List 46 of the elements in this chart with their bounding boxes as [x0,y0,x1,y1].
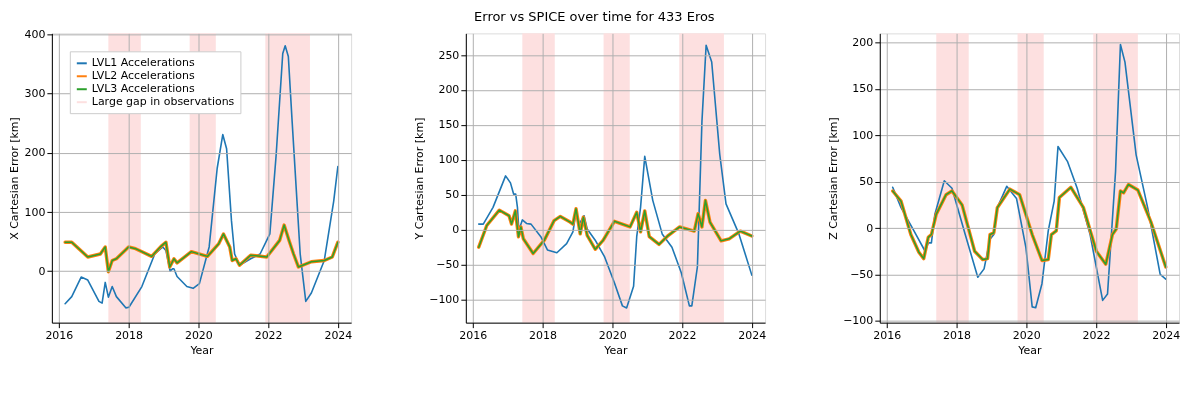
x-tick-label: 2016 [873,329,902,343]
y-tick-label: 100 [24,205,46,219]
y-tick-label: 300 [24,87,46,101]
x-tick-label: 2022 [668,329,697,343]
legend-label: LVL1 Accelerations [91,56,195,70]
x-tick-label: 2016 [459,329,488,343]
y-tick-label: 250 [438,48,460,62]
x-tick-label: 2016 [45,329,74,343]
x-tick-label: 2018 [115,329,144,343]
y-tick-label: 50 [859,175,874,189]
x-tick-label: 2024 [1152,329,1181,343]
y-tick-label: 50 [445,188,460,202]
x-tick-label: 2024 [324,329,353,343]
y-tick-label: 400 [24,28,46,42]
x-tick-label: 2022 [1082,329,1111,343]
x-tick-label: 2018 [943,329,971,343]
x-tick-label: 2024 [738,329,767,343]
y-tick-label: 0 [452,223,460,237]
x-axis-title: Year [189,344,215,358]
x-axis-title: Year [603,344,629,358]
chart-title: Error vs SPICE over time for 433 Eros [474,9,715,25]
y-tick-label: −100 [843,314,874,328]
y-tick-label: 200 [24,146,46,160]
x-tick-label: 2022 [254,329,283,343]
x-axis-title: Year [1017,344,1042,358]
y-tick-label: 100 [438,153,460,167]
x-tick-label: 2018 [529,329,558,343]
y-tick-label: 150 [852,82,874,96]
y-tick-label: 200 [438,83,460,97]
y-tick-label: −50 [850,267,874,281]
y-tick-label: 100 [852,128,874,142]
x-tick-label: 2020 [184,329,213,343]
y-tick-label: 200 [852,36,874,50]
y-tick-label: 150 [438,118,460,132]
y-tick-label: −100 [429,293,460,307]
y-axis-title: Z Cartesian Error [km] [827,117,841,240]
legend-label: LVL2 Accelerations [91,69,195,83]
y-axis-title: X Cartesian Error [km] [8,117,22,240]
band-label: Large gap in observations [91,95,235,109]
y-tick-label: 0 [866,221,874,235]
x-tick-label: 2020 [1012,329,1041,343]
y-axis-title: Y Cartesian Error [km] [413,117,427,241]
x-tick-label: 2020 [598,329,627,343]
y-tick-label: −50 [436,258,460,272]
y-tick-label: 0 [38,264,46,278]
legend-label: LVL3 Accelerations [91,82,195,96]
